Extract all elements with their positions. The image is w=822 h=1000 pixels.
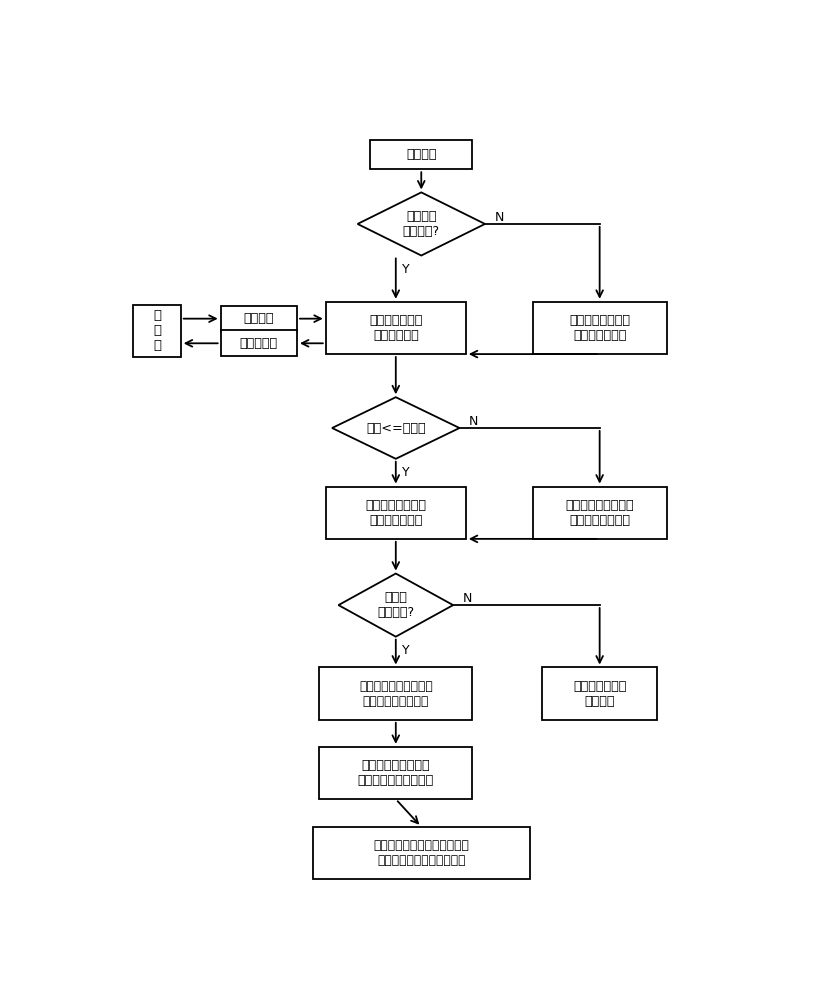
Text: N: N xyxy=(463,592,472,605)
Text: 主控单元人工设置
时间，读取风速: 主控单元人工设置 时间，读取风速 xyxy=(569,314,630,342)
Text: 子单元手控驱动
支架转动: 子单元手控驱动 支架转动 xyxy=(573,680,626,708)
Text: N: N xyxy=(469,415,478,428)
Text: 各子单元定时读取支架倾角，
向主控单元上传各支架倾角: 各子单元定时读取支架倾角， 向主控单元上传各支架倾角 xyxy=(373,839,469,867)
Bar xyxy=(533,302,667,354)
Bar xyxy=(319,667,472,720)
Text: 风速<=设定值: 风速<=设定值 xyxy=(366,422,426,434)
Bar xyxy=(133,305,181,357)
Text: 上
位
机: 上 位 机 xyxy=(153,309,161,352)
Text: 控制指令: 控制指令 xyxy=(243,312,274,325)
Polygon shape xyxy=(332,397,459,459)
Text: Y: Y xyxy=(402,644,410,657)
Text: 主控单元
自动模式?: 主控单元 自动模式? xyxy=(403,210,440,238)
Text: 以广播方式向子单元
群发支架放平指令: 以广播方式向子单元 群发支架放平指令 xyxy=(566,499,634,527)
Text: 系统上电: 系统上电 xyxy=(406,148,436,161)
Text: 子单元
自动模式?: 子单元 自动模式? xyxy=(377,591,414,619)
Polygon shape xyxy=(339,574,453,637)
Text: N: N xyxy=(495,211,504,224)
Text: 以广播方式向子单
元群发实时时间: 以广播方式向子单 元群发实时时间 xyxy=(365,499,427,527)
Bar xyxy=(220,330,297,356)
Text: Y: Y xyxy=(402,466,410,479)
Text: 各子单元读取支架倾
角，执行支架跟踪功能: 各子单元读取支架倾 角，执行支架跟踪功能 xyxy=(358,759,434,787)
Bar xyxy=(326,487,466,539)
Text: 各支架倾角: 各支架倾角 xyxy=(240,337,278,350)
Bar xyxy=(370,140,472,169)
Bar xyxy=(326,302,466,354)
Bar xyxy=(220,306,297,332)
Bar xyxy=(543,667,657,720)
Text: 主控单元定时读
取时间和风速: 主控单元定时读 取时间和风速 xyxy=(369,314,423,342)
Text: Y: Y xyxy=(402,263,410,276)
Bar xyxy=(313,827,529,879)
Bar xyxy=(319,747,472,799)
Bar xyxy=(533,487,667,539)
Text: 各子单元根据实时时间
或指令，计算太阳角: 各子单元根据实时时间 或指令，计算太阳角 xyxy=(359,680,432,708)
Polygon shape xyxy=(358,192,485,256)
